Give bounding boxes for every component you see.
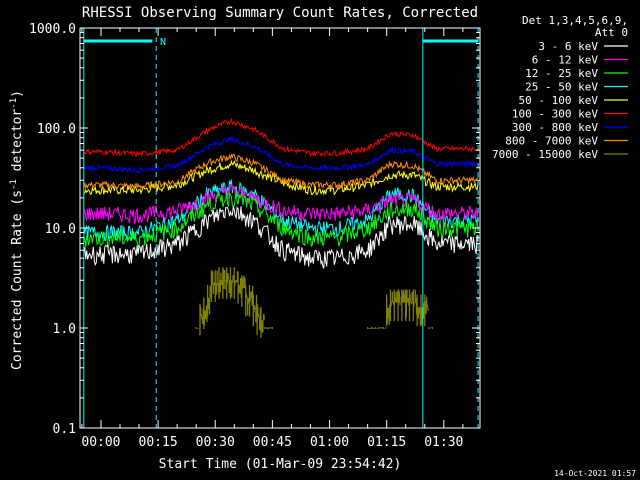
chart-title: RHESSI Observing Summary Count Rates, Co… [82, 5, 478, 21]
series-line-800to7000keV [83, 153, 479, 191]
y-axis-label-sup2: -1 [9, 98, 19, 109]
x-axis-label: Start Time (01-Mar-09 23:54:42) [159, 457, 402, 472]
x-tick-label: 00:45 [253, 435, 292, 450]
series-line-3to6keV [83, 205, 479, 269]
legend-entry-label: 300 - 800 keV [512, 121, 598, 134]
series-line-7000to15000keV [195, 267, 434, 338]
legend-entry-label: 3 - 6 keV [538, 40, 598, 53]
y-tick-label: 10.0 [45, 222, 76, 237]
series-line-300to800keV [83, 134, 479, 174]
legend-header-line: Det 1,3,4,5,6,9, [522, 14, 628, 27]
y-axis-label-mid: detector [10, 109, 25, 180]
legend-header-line: Att 0 [595, 26, 628, 39]
legend-entry-label: 6 - 12 keV [532, 54, 599, 67]
y-axis-label-main: Corrected Count Rate (s [10, 190, 25, 370]
legend-entry-label: 800 - 7000 keV [505, 135, 598, 148]
legend-entry-label: 100 - 300 keV [512, 108, 598, 121]
x-tick-label: 00:15 [139, 435, 178, 450]
series-line-25to50keV [83, 179, 479, 243]
series-line-12to25keV [83, 190, 479, 249]
x-tick-label: 01:00 [310, 435, 349, 450]
x-tick-label: 01:30 [424, 435, 463, 450]
x-tick-label: 00:30 [196, 435, 235, 450]
legend-entry-label: 50 - 100 keV [519, 94, 599, 107]
footer-timestamp: 14-Oct-2021 01:57 [554, 469, 636, 478]
y-tick-label: 1000.0 [29, 22, 76, 37]
legend-entry-label: 7000 - 15000 keV [492, 148, 598, 161]
y-axis-label: Corrected Count Rate (s-1 detector-1) [9, 90, 25, 370]
y-tick-label: 1.0 [53, 322, 76, 337]
x-tick-label: 00:00 [81, 435, 120, 450]
legend-entry-label: 12 - 25 keV [525, 67, 598, 80]
y-axis-label-end: ) [10, 90, 25, 98]
y-tick-label: 0.1 [53, 422, 76, 437]
axes: 0.1 1.0 10.0 100.0 1000.0 00:00 00:15 00:30 00:4… [29, 22, 481, 450]
series-line-6to12keV [83, 183, 479, 225]
legend-entry-label: 25 - 50 keV [525, 81, 598, 94]
y-tick-label: 100.0 [37, 122, 76, 137]
y-axis-label-sup1: -1 [9, 179, 19, 190]
series-line-100to300keV [83, 117, 479, 158]
flag-label: N [160, 37, 166, 48]
x-tick-label: 01:15 [367, 435, 406, 450]
